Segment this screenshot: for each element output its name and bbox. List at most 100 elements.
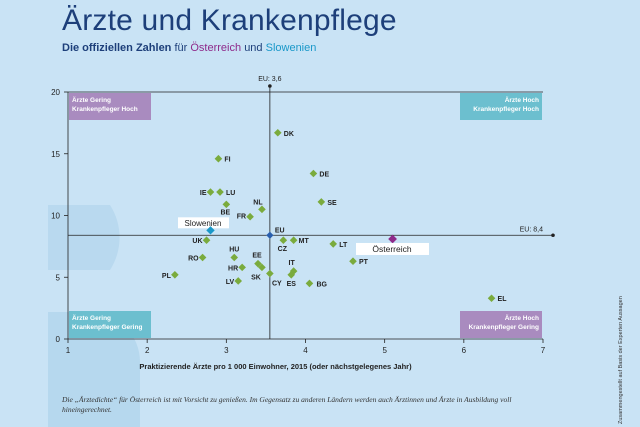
point-label-cz: CZ	[278, 246, 288, 253]
point-de	[309, 169, 318, 178]
quadrant-bottom-right-label: Krankenpfleger Gering	[469, 324, 539, 331]
decor-shape-2	[48, 312, 140, 427]
point-uk	[202, 236, 211, 244]
point-label-be: BE	[220, 209, 230, 216]
subtitle-austria: Österreich	[190, 42, 242, 54]
y-tick-label: 5	[56, 273, 61, 282]
x-tick-label: 5	[382, 346, 387, 355]
point-cz	[279, 236, 288, 244]
point-es	[287, 270, 296, 279]
quadrant-top-left-label: Krankenpfleger Hoch	[72, 106, 138, 113]
point-lv	[234, 277, 243, 285]
point-label-hr: HR	[228, 265, 238, 272]
point-el	[487, 294, 496, 303]
point-label-ro: RO	[188, 255, 199, 262]
austria-label-box	[356, 242, 429, 255]
quadrant-bottom-left-label: Ärzte Gering	[72, 314, 111, 322]
eu-y-label: EU: 8,4	[520, 226, 543, 233]
point-label-lt: LT	[339, 242, 348, 249]
eu-vertical-dot	[268, 84, 272, 88]
point-label-de: DE	[319, 172, 329, 179]
quadrant-bottom-left-label: Krankenpfleger Gering	[72, 324, 142, 331]
point-label-mt: MT	[299, 238, 310, 245]
point-label-uk: UK	[192, 238, 202, 245]
point-be	[222, 200, 231, 209]
subtitle-part1: Die offiziellen Zahlen	[62, 42, 172, 54]
point-label-el: EL	[498, 296, 508, 303]
quadrant-bottom-left-box	[69, 311, 151, 338]
y-tick-label: 10	[51, 212, 60, 221]
point-pl	[171, 270, 179, 279]
point-label-bg: BG	[316, 281, 327, 288]
x-tick-label: 3	[224, 346, 229, 355]
x-tick-label: 2	[145, 346, 150, 355]
point-label-hu: HU	[229, 246, 239, 253]
x-tick-label: 6	[462, 346, 467, 355]
quadrant-bottom-right-box	[460, 311, 542, 338]
quadrant-top-right-label: Krankenpfleger Hoch	[473, 106, 539, 113]
subtitle-slovenia: Slowenien	[265, 42, 317, 54]
point-label-eu: EU	[275, 227, 285, 234]
quadrant-top-right-box	[460, 93, 542, 120]
subtitle: Die offiziellen Zahlen für Österreich un…	[62, 42, 316, 54]
point-label-fr: FR	[237, 214, 246, 221]
point-label-pt: PT	[359, 259, 369, 266]
y-tick-label: 20	[51, 88, 60, 97]
point-ie	[206, 188, 215, 196]
point-slovenia	[206, 226, 215, 235]
quadrant-bottom-right-label: Ärzte Hoch	[505, 314, 539, 322]
point-label-pl: PL	[162, 273, 172, 280]
point-austria	[388, 234, 397, 244]
point-lu	[216, 188, 224, 196]
point-label-ee: EE	[252, 253, 262, 260]
point-nl	[258, 205, 266, 214]
point-label-lu: LU	[226, 190, 235, 197]
point-pt	[349, 257, 357, 265]
point-bg	[305, 279, 314, 288]
point-se	[317, 198, 326, 206]
y-tick-label: 0	[56, 335, 61, 344]
point-sk	[258, 263, 266, 272]
footnote: Die „Ärztedichte“ für Österreich ist mit…	[62, 395, 512, 414]
point-label-dk: DK	[284, 131, 294, 138]
point-ee	[254, 259, 262, 268]
x-tick-label: 7	[541, 346, 546, 355]
x-tick-label: 4	[303, 346, 308, 355]
point-label-lv: LV	[226, 279, 235, 286]
point-label-ie: IE	[200, 190, 207, 197]
slovenia-label: Slowenien	[185, 219, 222, 228]
eu-x-label: EU: 3,6	[258, 76, 281, 83]
subtitle-part2: für	[174, 42, 188, 54]
point-dk	[273, 128, 282, 137]
quadrant-top-left-box	[69, 93, 151, 120]
point-label-cy: CY	[272, 281, 282, 288]
point-fr	[246, 212, 254, 221]
y-tick-label: 15	[51, 150, 60, 159]
quadrant-top-left-label: Ärzte Gering	[72, 96, 111, 104]
point-hu	[230, 253, 239, 262]
point-lt	[329, 240, 338, 248]
slovenia-label-box	[178, 217, 229, 229]
quadrant-top-right-label: Ärzte Hoch	[505, 96, 539, 104]
point-label-nl: NL	[253, 199, 263, 206]
point-label-sk: SK	[251, 274, 261, 281]
point-mt	[289, 236, 298, 244]
point-fi	[214, 154, 223, 163]
page-title: Ärzte und Krankenpflege	[62, 4, 397, 37]
point-eu	[266, 231, 274, 239]
x-tick-label: 1	[66, 346, 71, 355]
point-cy	[266, 269, 274, 278]
point-label-se: SE	[327, 200, 337, 207]
point-label-fi: FI	[224, 157, 230, 164]
subtitle-part3: und	[244, 42, 263, 54]
austria-label: Österreich	[372, 244, 411, 254]
point-label-it: IT	[289, 260, 296, 267]
point-hr	[238, 263, 246, 272]
point-label-es: ES	[287, 281, 297, 288]
decor-shape-1	[48, 205, 120, 270]
x-axis-label: Praktizierende Ärzte pro 1 000 Einwohner…	[139, 362, 412, 371]
source-note: Zusammengestellt auf Basis der Experten …	[618, 296, 624, 424]
point-ro	[198, 253, 207, 262]
eu-horizontal-dot	[551, 233, 555, 238]
